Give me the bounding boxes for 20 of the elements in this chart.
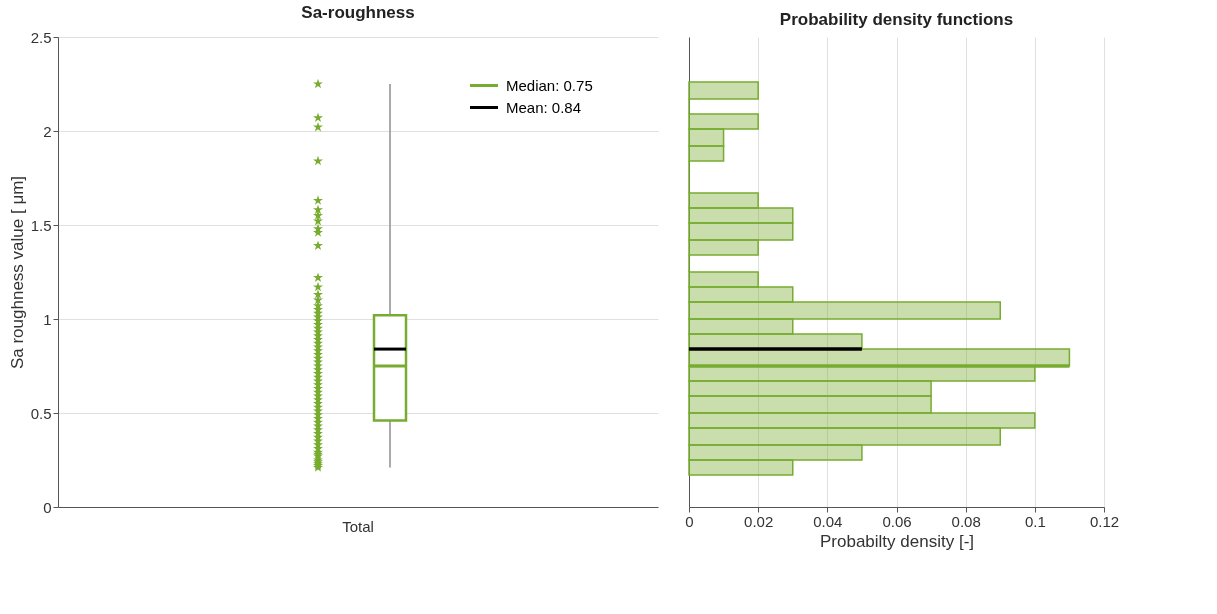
x-tick-label: Total — [342, 517, 374, 535]
chart-title: Sa-roughness — [301, 3, 415, 22]
y-tick-label: 2 — [43, 122, 52, 140]
x-tick-label: 0 — [685, 512, 694, 530]
x-axis-title: Probabilty density [-] — [819, 531, 975, 551]
x-tick-label: 0.08 — [951, 512, 981, 530]
y-tick-label: 1 — [43, 310, 52, 328]
x-tick-label: 0.02 — [744, 512, 774, 530]
y-axis-title: Sa roughness value [ μm] — [7, 175, 27, 370]
x-tick-label: 0.1 — [1024, 512, 1046, 530]
x-tick-label: 0.04 — [813, 512, 843, 530]
x-tick-label: 0.06 — [882, 512, 912, 530]
annotation: Mean: 0.84 — [506, 98, 582, 116]
y-tick-label: 0 — [43, 498, 52, 516]
x-tick-label: 0.12 — [1089, 512, 1120, 530]
y-tick-label: 2.5 — [30, 28, 52, 46]
annotation: Median: 0.75 — [506, 76, 593, 94]
chart-title: Probability density functions — [779, 10, 1014, 29]
y-tick-label: 0.5 — [30, 404, 52, 422]
y-tick-label: 1.5 — [30, 216, 52, 234]
